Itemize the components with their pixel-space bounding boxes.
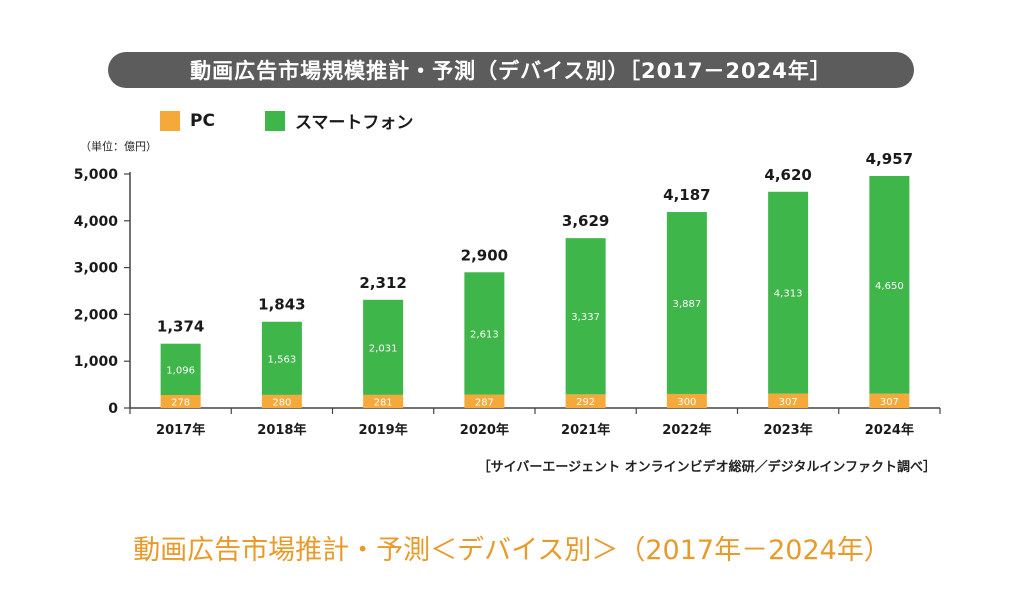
data-label-total: 1,374 bbox=[157, 318, 204, 336]
x-tick-label: 2023年 bbox=[764, 422, 813, 438]
bar-smartphone bbox=[869, 176, 910, 394]
bar-smartphone bbox=[160, 343, 201, 395]
data-label-smartphone: 1,096 bbox=[166, 365, 195, 376]
caption: 動画広告市場推計・予測＜デバイス別＞（2017年－2024年） bbox=[133, 535, 891, 566]
bar-smartphone bbox=[464, 272, 505, 395]
data-label-pc: 307 bbox=[880, 397, 899, 408]
y-tick-label: 0 bbox=[108, 401, 118, 417]
legend-label-pc: PC bbox=[190, 110, 215, 131]
data-label-smartphone: 4,650 bbox=[875, 281, 904, 292]
bar-smartphone bbox=[565, 238, 606, 395]
legend-label-smartphone: スマートフォン bbox=[294, 113, 414, 133]
bar-smartphone bbox=[261, 321, 302, 395]
x-tick-label: 2021年 bbox=[561, 422, 610, 438]
data-label-smartphone: 2,031 bbox=[369, 343, 398, 354]
bar-smartphone bbox=[363, 299, 404, 395]
legend-item-pc: PC bbox=[160, 110, 215, 131]
x-tick-label: 2020年 bbox=[460, 422, 509, 438]
legend-item-smartphone: スマートフォン bbox=[264, 108, 414, 133]
y-tick-label: 2,000 bbox=[74, 307, 119, 323]
data-label-pc: 278 bbox=[171, 397, 190, 408]
data-label-total: 3,629 bbox=[562, 212, 609, 230]
data-label-pc: 281 bbox=[374, 397, 393, 408]
y-tick-label: 5,000 bbox=[74, 167, 119, 183]
data-label-smartphone: 1,563 bbox=[268, 354, 297, 365]
data-label-pc: 287 bbox=[475, 397, 494, 408]
legend: PC スマートフォン bbox=[160, 108, 463, 133]
data-label-pc: 300 bbox=[677, 397, 696, 408]
bar-chart: 0 1,000 2,000 3,000 4,000 5,000 278 1,096 1,374 2… bbox=[74, 150, 941, 438]
source-note: ［サイバーエージェント オンラインビデオ総研／デジタルインファクト調べ］ bbox=[477, 460, 936, 475]
x-tick-label: 2019年 bbox=[359, 422, 408, 438]
bar-pc bbox=[869, 393, 910, 408]
legend-swatch-smartphone bbox=[264, 110, 285, 131]
data-label-total: 2,312 bbox=[359, 274, 406, 292]
bar-pc bbox=[565, 394, 606, 408]
y-tick-label: 4,000 bbox=[74, 214, 119, 230]
data-label-pc: 292 bbox=[576, 397, 595, 408]
x-tick-label: 2017年 bbox=[156, 422, 205, 438]
data-label-total: 4,957 bbox=[866, 150, 913, 168]
data-label-total: 4,187 bbox=[663, 186, 710, 204]
bar-pc bbox=[666, 393, 707, 408]
data-label-total: 2,900 bbox=[461, 246, 508, 264]
data-label-total: 4,620 bbox=[764, 166, 811, 184]
bar-pc bbox=[363, 394, 404, 408]
bar-pc bbox=[464, 394, 505, 408]
data-label-smartphone: 2,613 bbox=[470, 329, 499, 340]
data-label-smartphone: 4,313 bbox=[774, 289, 803, 300]
data-label-smartphone: 3,337 bbox=[571, 312, 600, 323]
x-tick-label: 2022年 bbox=[662, 422, 711, 438]
chart-title: 動画広告市場規模推計・予測（デバイス別）［2017－2024年］ bbox=[108, 52, 914, 88]
legend-swatch-pc bbox=[160, 110, 180, 131]
data-label-pc: 280 bbox=[272, 397, 291, 408]
bar-pc bbox=[160, 394, 201, 408]
data-label-total: 1,843 bbox=[258, 296, 305, 314]
data-label-pc: 307 bbox=[779, 397, 798, 408]
bar-smartphone bbox=[666, 212, 707, 394]
x-tick-label: 2018年 bbox=[257, 422, 306, 438]
bar-smartphone bbox=[768, 191, 809, 394]
data-label-smartphone: 3,887 bbox=[673, 299, 702, 310]
bar-pc bbox=[768, 393, 809, 408]
bar-pc bbox=[261, 394, 302, 408]
x-tick-label: 2024年 bbox=[865, 422, 914, 438]
y-tick-label: 3,000 bbox=[74, 261, 119, 277]
unit-label: （単位：億円） bbox=[80, 140, 157, 153]
y-tick-label: 1,000 bbox=[74, 354, 119, 370]
